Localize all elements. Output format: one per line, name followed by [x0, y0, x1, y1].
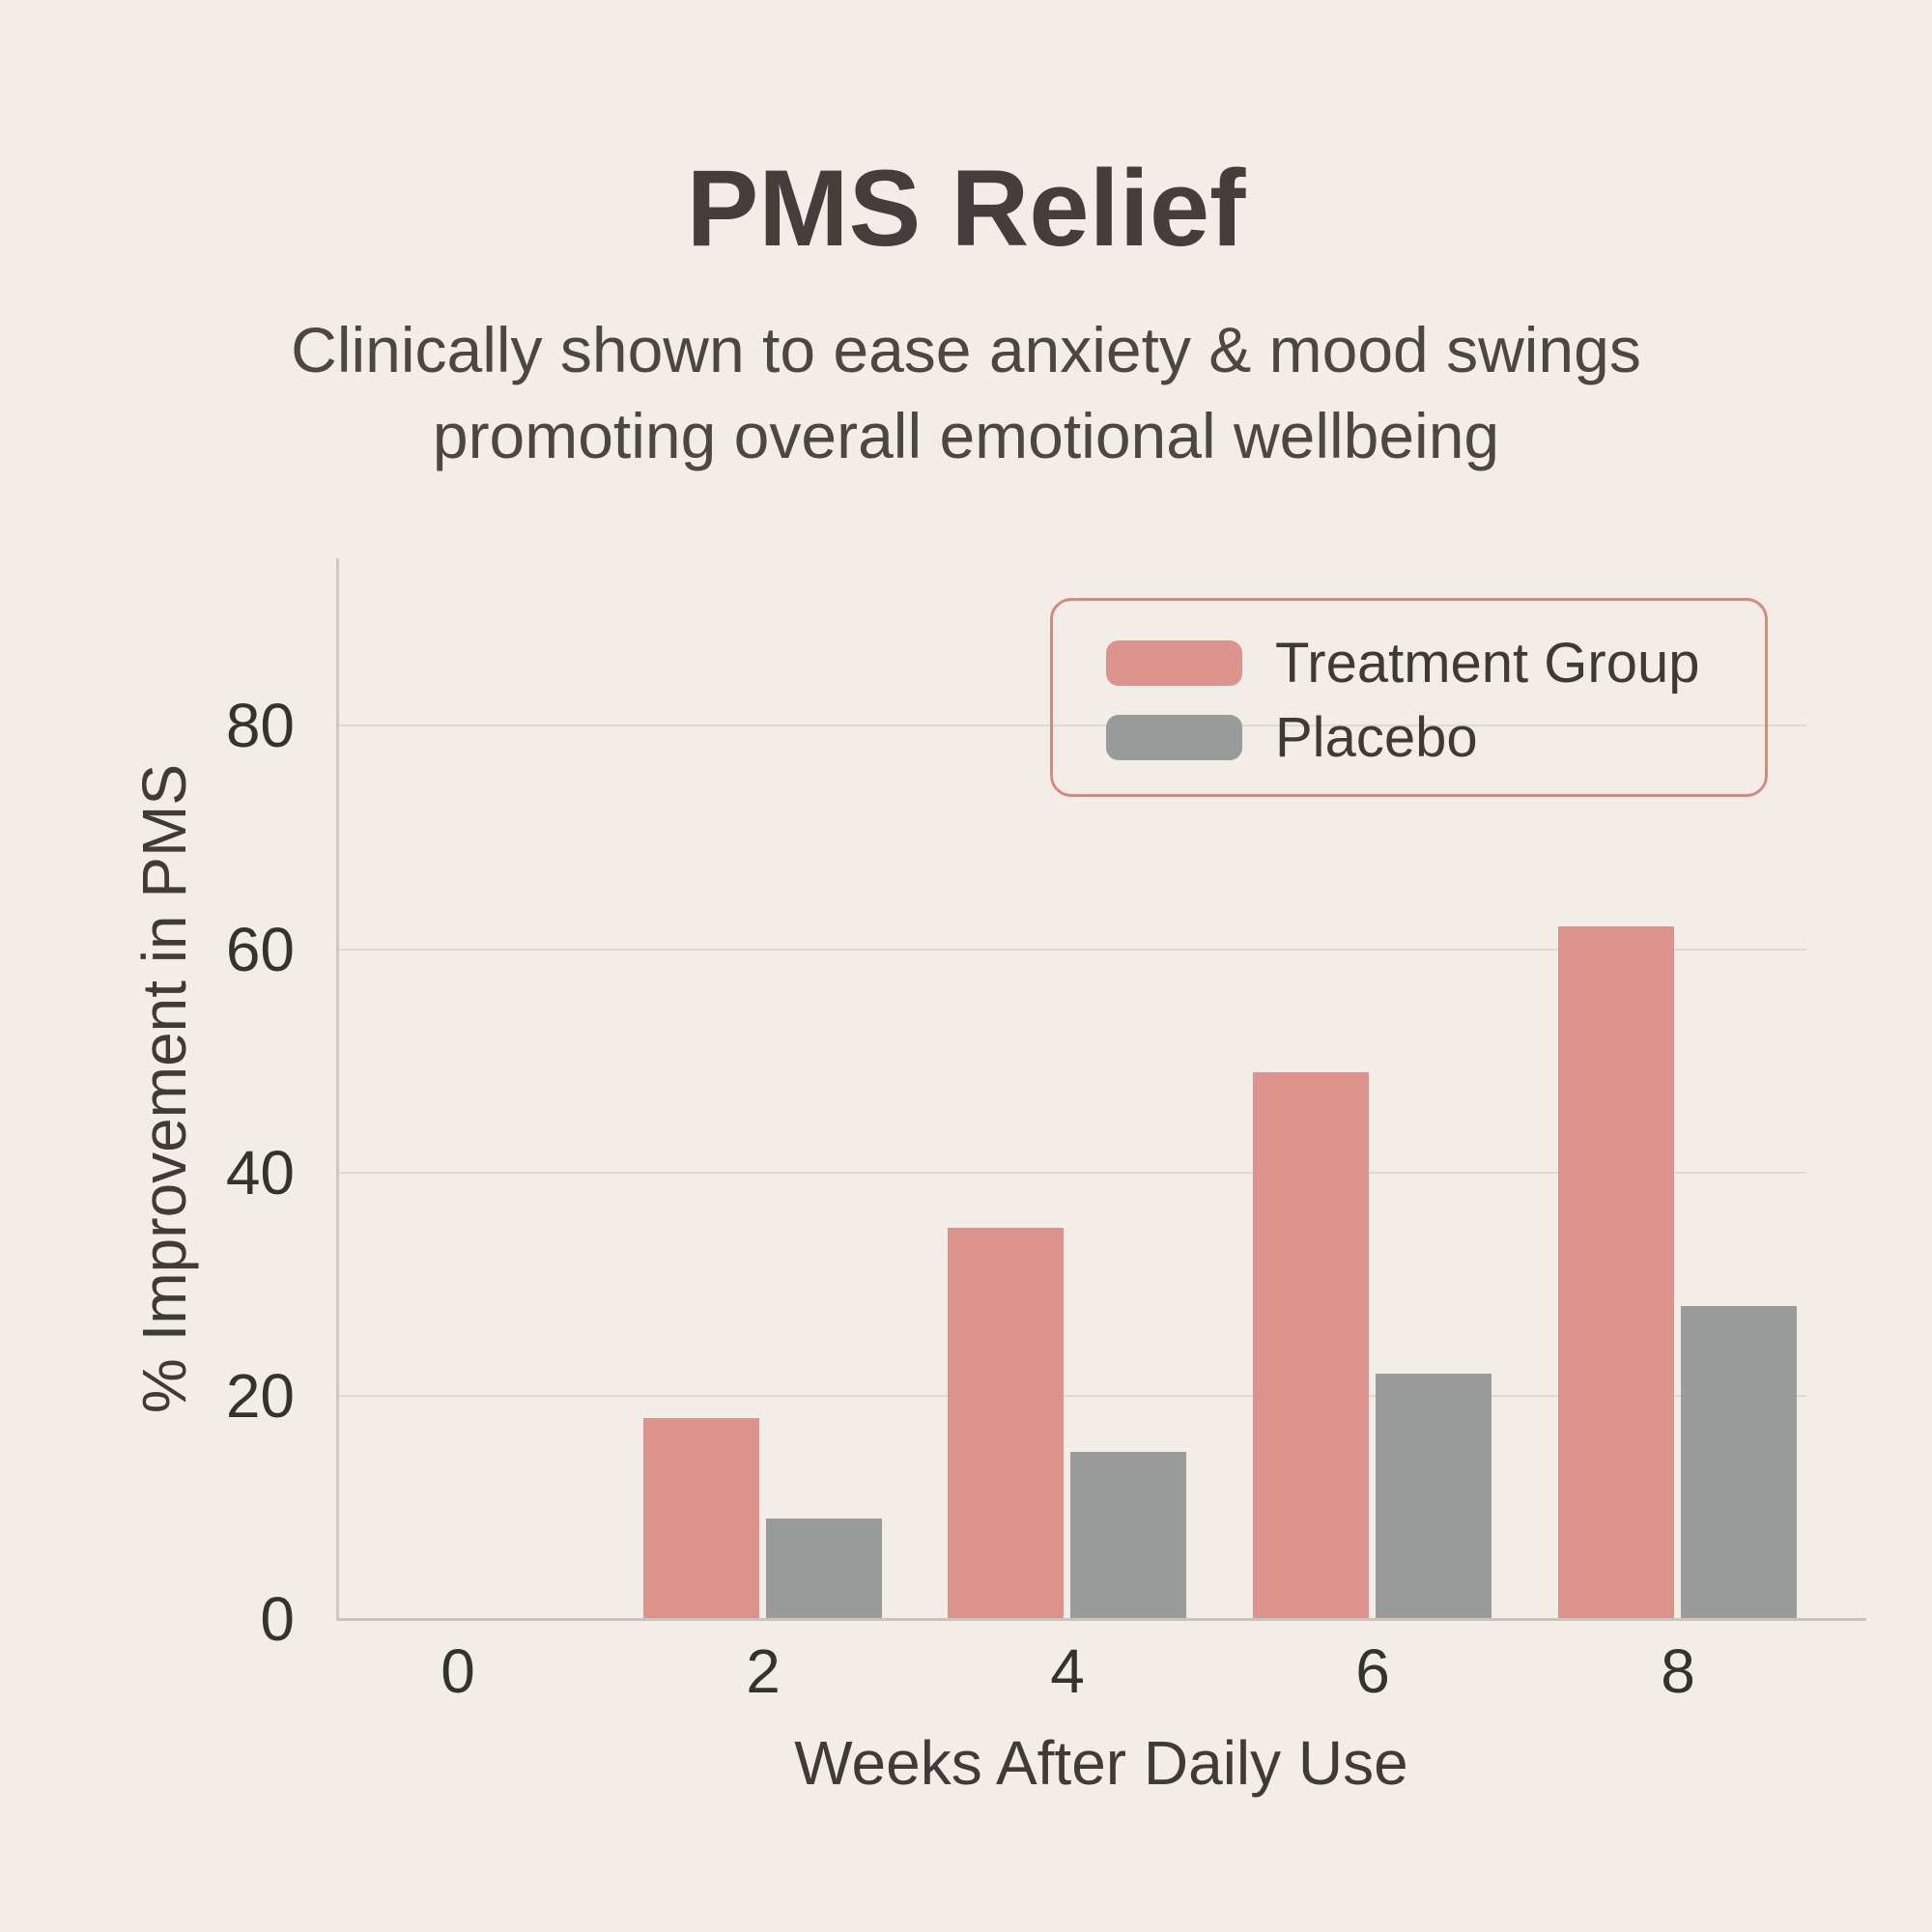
bar-placebo-week-6	[1376, 1373, 1492, 1619]
bar-placebo-week-2	[766, 1518, 882, 1619]
y-axis-line	[336, 558, 339, 1621]
bar-treatment-group-week-4	[948, 1228, 1064, 1619]
legend-label-placebo: Placebo	[1275, 705, 1478, 769]
legend: Treatment Group Placebo	[1050, 598, 1768, 797]
page-subtitle-line-2: promoting overall emotional wellbeing	[432, 400, 1500, 471]
gridline-80	[338, 724, 1806, 727]
y-tick-label-80: 80	[225, 691, 295, 761]
x-tick-label-2: 2	[746, 1636, 781, 1706]
y-axis-title: % Improvement in PMS	[129, 763, 199, 1414]
gridline-40	[338, 1171, 1806, 1174]
page-subtitle: Clinically shown to ease anxiety & mood …	[0, 307, 1932, 479]
x-axis-title: Weeks After Daily Use	[794, 1728, 1408, 1798]
x-tick-label-6: 6	[1355, 1636, 1390, 1706]
legend-swatch-treatment	[1106, 640, 1242, 686]
y-tick-label-20: 20	[225, 1360, 295, 1431]
x-tick-label-8: 8	[1661, 1636, 1695, 1706]
bar-treatment-group-week-8	[1558, 926, 1674, 1619]
page-subtitle-line-1: Clinically shown to ease anxiety & mood …	[291, 314, 1641, 385]
page-title: PMS Relief	[686, 148, 1246, 269]
legend-row-placebo: Placebo	[1106, 709, 1478, 765]
y-tick-label-40: 40	[225, 1137, 295, 1208]
gridline-20	[338, 1394, 1806, 1397]
legend-label-treatment: Treatment Group	[1275, 631, 1700, 695]
bar-placebo-week-4	[1070, 1451, 1186, 1619]
bar-treatment-group-week-2	[643, 1417, 759, 1619]
x-tick-label-0: 0	[440, 1636, 475, 1706]
y-tick-label-0: 0	[260, 1584, 295, 1654]
bar-placebo-week-8	[1681, 1306, 1797, 1619]
legend-swatch-placebo	[1106, 715, 1242, 760]
x-axis-line	[336, 1618, 1866, 1621]
y-tick-label-60: 60	[225, 914, 295, 984]
x-tick-label-4: 4	[1050, 1636, 1085, 1706]
legend-row-treatment: Treatment Group	[1106, 635, 1699, 691]
bar-treatment-group-week-6	[1253, 1071, 1369, 1619]
gridline-60	[338, 948, 1806, 951]
